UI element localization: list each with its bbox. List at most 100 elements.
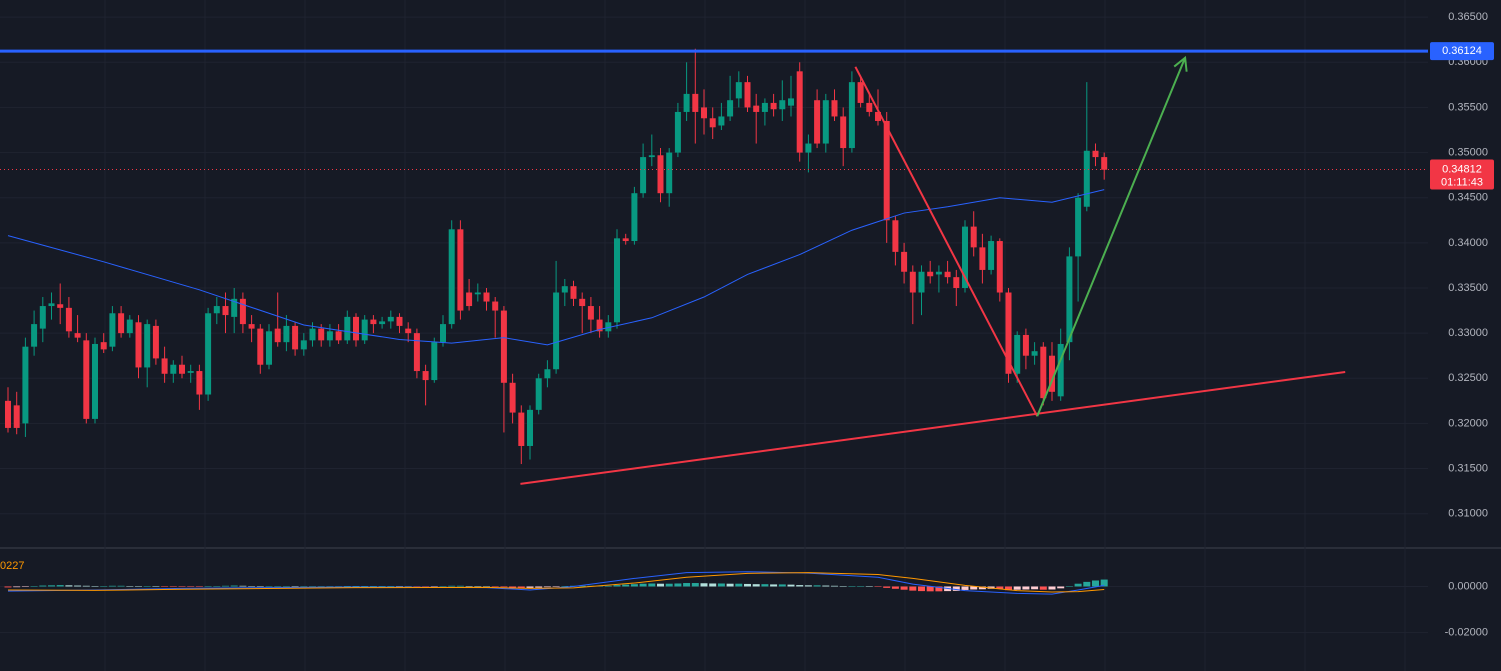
macd-histogram-bar — [865, 586, 873, 587]
macd-histogram-bar — [317, 586, 325, 587]
macd-histogram-bar — [761, 584, 769, 587]
arrow-head — [1173, 55, 1188, 72]
candle-body — [553, 292, 560, 370]
price-level-box — [1430, 42, 1494, 61]
candle-body — [640, 157, 647, 194]
candle-body — [179, 364, 185, 374]
macd-histogram-bar — [126, 586, 134, 587]
macd-histogram-bar — [30, 586, 38, 587]
candle-body — [413, 333, 420, 372]
candle-body — [744, 82, 751, 108]
candle-body — [126, 319, 133, 334]
macd-histogram-bar — [352, 586, 360, 587]
candle-body — [370, 319, 377, 325]
macd-histogram-bar — [152, 586, 160, 587]
macd-histogram-bar — [552, 586, 560, 587]
macd-histogram-bar — [256, 586, 264, 587]
candle-body — [474, 292, 481, 295]
macd-histogram-bar — [74, 585, 82, 587]
macd-histogram-bar — [831, 585, 838, 587]
macd-histogram-bar — [1022, 586, 1030, 590]
candle-body — [727, 100, 734, 117]
candle-body — [274, 328, 281, 343]
price-level-label: 0.36124 — [1442, 45, 1482, 57]
candle-body — [735, 82, 742, 99]
candle-body — [335, 331, 342, 341]
candle-body — [509, 382, 516, 413]
y-tick-label: 0.33500 — [1448, 282, 1488, 294]
candle-body — [587, 306, 594, 320]
candle-body — [527, 409, 533, 446]
candle-body — [83, 340, 90, 419]
candle-body — [570, 286, 577, 299]
candle-body — [1005, 292, 1012, 374]
candle-body — [1092, 150, 1099, 158]
candle-body — [248, 324, 255, 329]
y-tick-label: 0.34000 — [1448, 237, 1488, 249]
candle-body — [152, 325, 159, 359]
macd-histogram-bar — [874, 586, 882, 587]
macd-histogram-bar — [639, 583, 647, 587]
candle-body — [39, 306, 46, 329]
candle-body — [213, 306, 220, 314]
macd-histogram-bar — [265, 586, 273, 587]
macd-histogram-bar — [909, 586, 917, 591]
candle-body — [857, 82, 864, 103]
macd-histogram-bar — [335, 586, 343, 587]
macd-histogram-bar — [691, 583, 699, 587]
macd-histogram-bar — [1057, 586, 1065, 589]
candle-body — [222, 306, 229, 316]
macd-histogram-bar — [300, 586, 308, 587]
candle-body — [266, 331, 272, 365]
macd-histogram-bar — [613, 585, 621, 587]
macd-histogram-bar — [413, 586, 421, 587]
candle-body — [848, 82, 855, 149]
macd-histogram-bar — [13, 586, 21, 588]
macd-histogram-bar — [396, 586, 403, 587]
macd-histogram-bar — [726, 583, 734, 587]
macd-histogram-bar — [204, 586, 212, 587]
candle-body — [1101, 157, 1108, 170]
macd-histogram-bar — [483, 586, 490, 587]
candle-body — [483, 292, 490, 302]
macd-histogram-bar — [578, 585, 586, 587]
candle-body — [622, 238, 629, 242]
macd-histogram-bar — [978, 586, 986, 590]
macd-histogram-bar — [56, 585, 64, 587]
y-tick-label: 0.34500 — [1448, 192, 1488, 204]
candle-body — [648, 155, 655, 158]
macd-histogram-bar — [491, 586, 499, 587]
candle-body — [422, 371, 429, 381]
macd-histogram-bar — [91, 586, 99, 587]
macd-histogram-bar — [178, 586, 186, 587]
candle-body — [457, 229, 464, 311]
macd-histogram-bar — [1039, 586, 1047, 590]
macd-histogram-bar — [213, 586, 221, 587]
macd-histogram-bar — [961, 586, 969, 590]
trend-line — [854, 66, 1039, 417]
signal-line — [7, 572, 1105, 593]
macd-line — [7, 571, 1105, 595]
macd-histogram-bar — [709, 583, 717, 587]
y-tick-label: 0.33000 — [1448, 327, 1488, 339]
macd-histogram-bar — [891, 586, 899, 589]
candle-body — [962, 226, 968, 288]
macd-histogram-bar — [561, 586, 569, 587]
candle-body — [805, 143, 812, 153]
candle-body — [318, 328, 325, 341]
candle-body — [161, 358, 168, 374]
candle-body — [1083, 150, 1090, 207]
candle-body — [761, 102, 768, 112]
macd-histogram-bar — [630, 584, 638, 587]
candle-body — [979, 247, 986, 270]
candle-body — [5, 400, 11, 428]
candle-body — [1014, 334, 1021, 374]
macd-histogram-bar — [796, 585, 804, 587]
candle-body — [631, 193, 638, 242]
y-tick-label: 0.36500 — [1448, 11, 1488, 23]
macd-histogram-bar — [378, 586, 386, 587]
macd-histogram-bar — [665, 583, 673, 587]
macd-histogram-bar — [108, 585, 116, 587]
trend-line — [1036, 57, 1187, 417]
